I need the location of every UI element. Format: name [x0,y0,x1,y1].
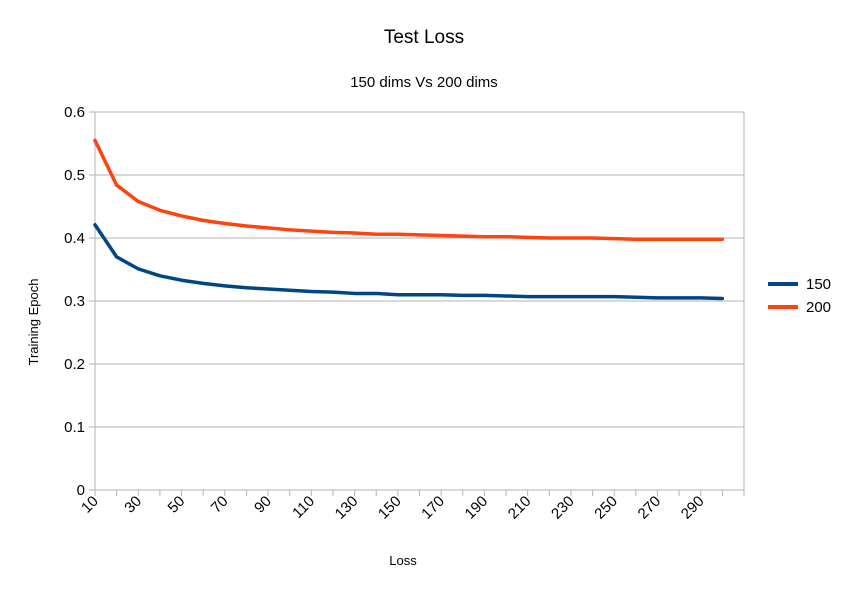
y-tick-label: 0.1 [64,419,85,436]
x-tick-label: 50 [165,493,189,517]
x-tick-label: 30 [121,493,145,517]
series-line-200 [93,138,725,242]
y-axis-ticks: 0 0.1 0.2 0.3 0.4 0.5 0.6 [64,104,95,499]
x-tick-label: 250 [591,493,621,523]
x-tick-label: 130 [332,493,362,523]
y-tick-label: 0.2 [64,356,85,373]
x-tick-label: 190 [462,493,492,523]
x-tick-label: 170 [418,493,448,523]
x-tick-label: 90 [251,493,275,517]
x-tick-label: 150 [375,493,405,523]
x-tick-label: 70 [208,493,232,517]
x-tick-label: 230 [548,493,578,523]
y-tick-label: 0.3 [64,293,85,310]
y-tick-label: 0.6 [64,104,85,121]
x-tick-label: 290 [678,493,708,523]
grid-lines [95,111,744,491]
legend-label-150: 150 [806,276,831,293]
y-tick-label: 0.5 [64,167,85,184]
series-lines [93,138,725,301]
chart-subtitle: 150 dims Vs 200 dims [350,74,498,91]
y-tick-label: 0 [77,482,85,499]
chart-title: Test Loss [384,27,464,48]
series-line-150 [93,223,725,301]
legend-label-200: 200 [806,299,831,316]
x-tick-label: 210 [505,493,535,523]
x-tick-label: 110 [289,493,318,522]
x-tick-label: 270 [635,493,665,523]
y-tick-label: 0.4 [64,230,85,247]
x-axis-label: Loss [389,553,417,568]
x-axis-ticks: 10 30 50 70 90 110 130 150 170 190 210 230 250 270 290 [78,490,745,523]
y-axis-label: Training Epoch [26,279,41,366]
